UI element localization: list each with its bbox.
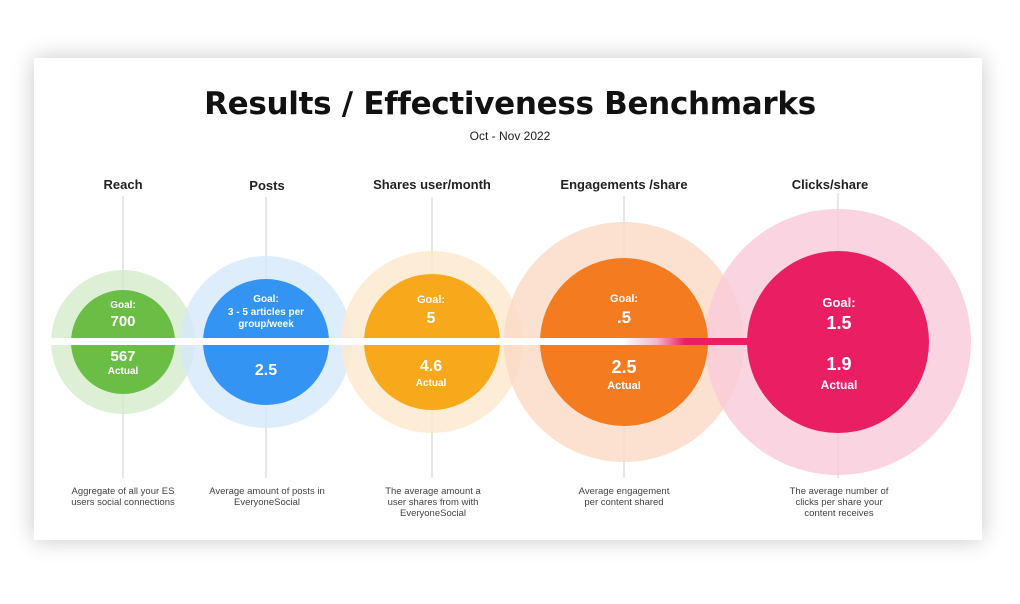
goal-value-shares: 5 bbox=[426, 310, 436, 327]
actual-value-reach: 567 bbox=[110, 348, 136, 365]
goal-label-shares: Goal: bbox=[416, 294, 446, 306]
chart-subtitle: Oct - Nov 2022 bbox=[469, 129, 551, 143]
description-shares: The average amount a user shares from wi… bbox=[385, 486, 481, 519]
goal-label-clicks: Goal: bbox=[822, 295, 856, 310]
goal-value-reach: 700 bbox=[110, 313, 136, 330]
metric-label-reach: Reach bbox=[103, 177, 143, 192]
actual-value-engagements: 2.5 bbox=[611, 357, 637, 377]
metric-label-shares: Shares user/month bbox=[373, 177, 491, 192]
description-engagements: Average engagement per content shared bbox=[578, 486, 670, 508]
actual-label-shares: Actual bbox=[415, 378, 447, 389]
goal-label-engagements: Goal: bbox=[609, 293, 639, 305]
bubble-clicks bbox=[747, 251, 929, 433]
description-clicks: The average number of clicks per share y… bbox=[789, 486, 889, 519]
goal-value-engagements: .5 bbox=[616, 308, 632, 327]
divider-band bbox=[48, 338, 748, 345]
actual-value-posts: 2.5 bbox=[254, 362, 278, 379]
metric-label-posts: Posts bbox=[249, 178, 285, 193]
chart-title: Results / Effectiveness Benchmarks bbox=[204, 86, 816, 122]
actual-value-clicks: 1.9 bbox=[826, 354, 852, 374]
actual-value-shares: 4.6 bbox=[419, 358, 443, 375]
description-posts: Average amount of posts in EveryoneSocia… bbox=[209, 486, 325, 508]
actual-label-clicks: Actual bbox=[820, 378, 858, 392]
goal-value-posts: 3 - 5 articles per group/week bbox=[227, 307, 305, 330]
metric-label-clicks: Clicks/share bbox=[791, 177, 869, 192]
goal-label-reach: Goal: bbox=[110, 300, 136, 311]
actual-label-engagements: Actual bbox=[607, 380, 641, 392]
description-reach: Aggregate of all your ES users social co… bbox=[71, 486, 175, 508]
metric-label-engagements: Engagements /share bbox=[560, 177, 688, 192]
goal-label-posts: Goal: bbox=[253, 294, 279, 305]
actual-label-reach: Actual bbox=[107, 366, 139, 377]
goal-value-clicks: 1.5 bbox=[826, 313, 852, 333]
